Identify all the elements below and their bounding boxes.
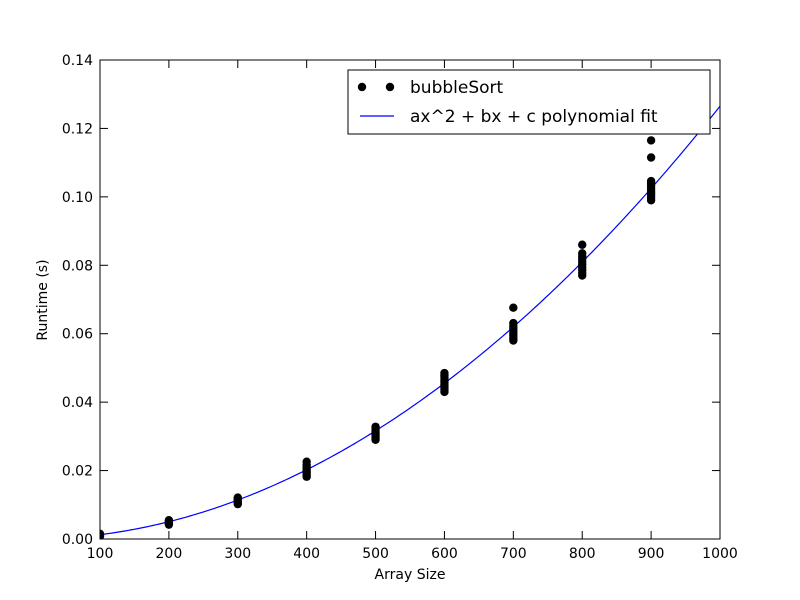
x-tick-label: 1000 (702, 546, 738, 562)
x-tick-label: 800 (569, 546, 596, 562)
fit-line (100, 105, 720, 536)
legend: bubbleSort ax^2 + bx + c polynomial fit (347, 69, 711, 135)
y-tick-label: 0.04 (62, 395, 93, 411)
x-tick-label: 900 (638, 546, 665, 562)
y-tick-label: 0.12 (62, 121, 93, 137)
data-point (233, 493, 242, 502)
data-point (371, 422, 380, 431)
x-tick-label: 700 (500, 546, 527, 562)
data-point (646, 153, 656, 162)
x-tick-label: 600 (431, 546, 458, 562)
data-point (646, 176, 656, 186)
legend-marker-bubblesort (385, 82, 395, 92)
data-point (302, 457, 311, 466)
y-tick-label: 0.08 (62, 258, 93, 274)
y-tick-label: 0.14 (62, 53, 93, 69)
legend-label-fit: ax^2 + bx + c polynomial fit (410, 107, 658, 127)
y-tick-label: 0.10 (62, 190, 93, 206)
x-tick-label: 500 (362, 546, 389, 562)
y-tick-label: 0.00 (62, 532, 93, 548)
data-point (440, 368, 449, 378)
plot-frame (99, 59, 721, 540)
axis-ticks: 100 200 300 400 500 600 700 800 900 1000 0.00 0.02 0… (62, 53, 738, 562)
data-point (646, 136, 656, 145)
x-tick-label: 200 (156, 546, 183, 562)
data-point (164, 515, 174, 525)
legend-box (347, 69, 711, 135)
legend-label-bubblesort: bubbleSort (410, 78, 504, 98)
legend-marker-bubblesort (357, 82, 367, 92)
data-point (509, 303, 518, 312)
x-tick-label: 400 (293, 546, 320, 562)
plot-area (100, 105, 720, 539)
y-tick-label: 0.06 (62, 327, 93, 343)
data-point (509, 318, 518, 328)
y-axis-label: Runtime (s) (35, 259, 51, 340)
x-tick-label: 300 (224, 546, 251, 562)
x-axis-label: Array Size (375, 567, 446, 583)
data-point (100, 529, 105, 539)
y-tick-label: 0.02 (62, 464, 93, 480)
data-point (578, 249, 587, 258)
data-point (578, 240, 587, 249)
x-tick-label: 100 (87, 546, 114, 562)
